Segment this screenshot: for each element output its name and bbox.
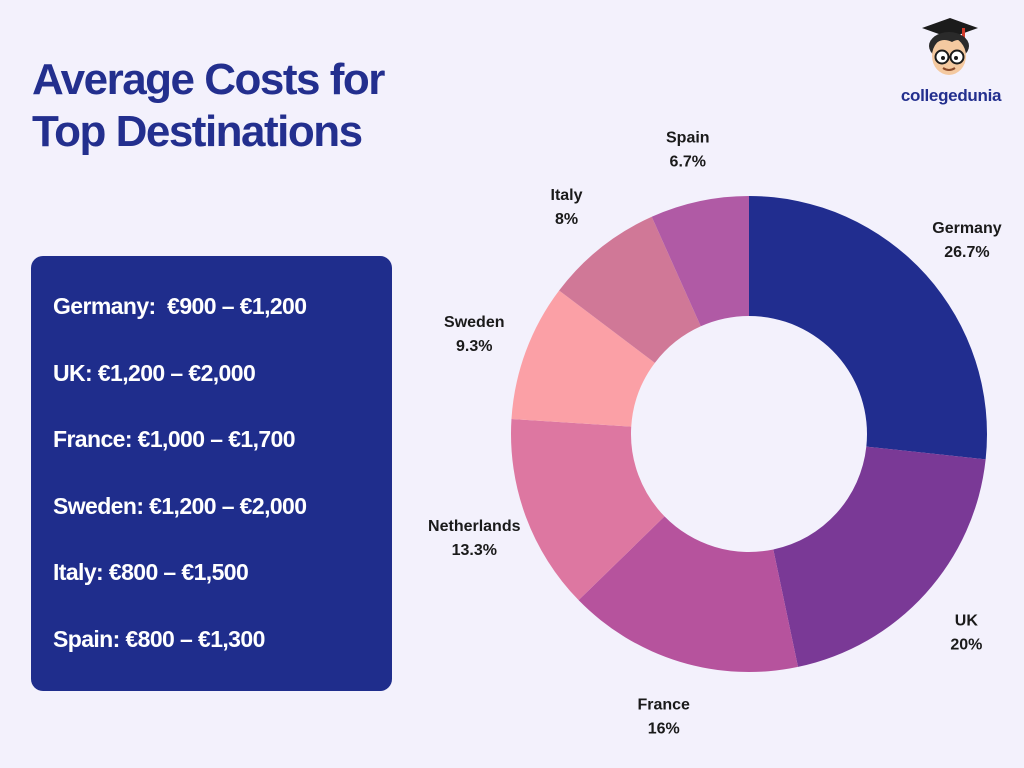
slice-italy [559,216,701,363]
cost-item-uk: UK: €1,200 – €2,000 [53,359,256,386]
page-title: Average Costs for Top Destinations [32,54,492,158]
cost-item-france: France: €1,000 – €1,700 [53,426,296,453]
slice-netherlands [511,419,665,601]
brand-logo[interactable]: collegedunia [896,16,1006,112]
slice-germany [749,196,988,460]
slice-uk [773,446,986,667]
slice-sweden [511,290,655,427]
slice-value-label: 26.7% [944,244,989,261]
graduate-mascot-icon [922,18,978,75]
slice-category-label: Spain [666,129,710,146]
slice-category-label: Sweden [444,314,504,331]
slice-category-label: Germany [932,220,1001,237]
slice-category-label: UK [955,613,979,630]
slice-label-france: France 16% [637,696,690,737]
cost-ranges-panel: Germany: €900 – €1,200 UK: €1,200 – €2,0… [31,256,392,691]
slice-value-label: 20% [950,637,982,654]
slice-category-label: Netherlands [428,518,521,535]
title-line-1: Average Costs for [32,55,385,104]
slice-label-germany: Germany 26.7% [932,220,1001,261]
slice-category-label: Italy [551,187,583,204]
cost-item-germany: Germany: €900 – €1,200 [53,293,307,319]
slice-label-spain: Spain 6.7% [666,129,710,170]
slice-value-label: 13.3% [452,542,497,559]
cost-item-sweden: Sweden: €1,200 – €2,000 [53,492,307,519]
slice-label-netherlands: Netherlands 13.3% [428,518,521,559]
slice-value-label: 9.3% [456,338,492,355]
slice-value-label: 8% [555,211,578,228]
brand-name: collegedunia [900,86,1002,105]
slice-label-uk: UK 20% [950,613,982,654]
title-line-2: Top Destinations [32,107,363,156]
slice-label-sweden: Sweden 9.3% [444,314,504,355]
slice-france [578,516,798,673]
slice-value-label: 6.7% [670,153,706,170]
slice-label-italy: Italy 8% [551,187,583,228]
slice-value-label: 16% [648,720,680,737]
slice-category-label: France [637,696,690,713]
cost-item-spain: Spain: €800 – €1,300 [53,625,265,652]
slice-spain [651,196,749,327]
cost-item-italy: Italy: €800 – €1,500 [53,559,249,586]
